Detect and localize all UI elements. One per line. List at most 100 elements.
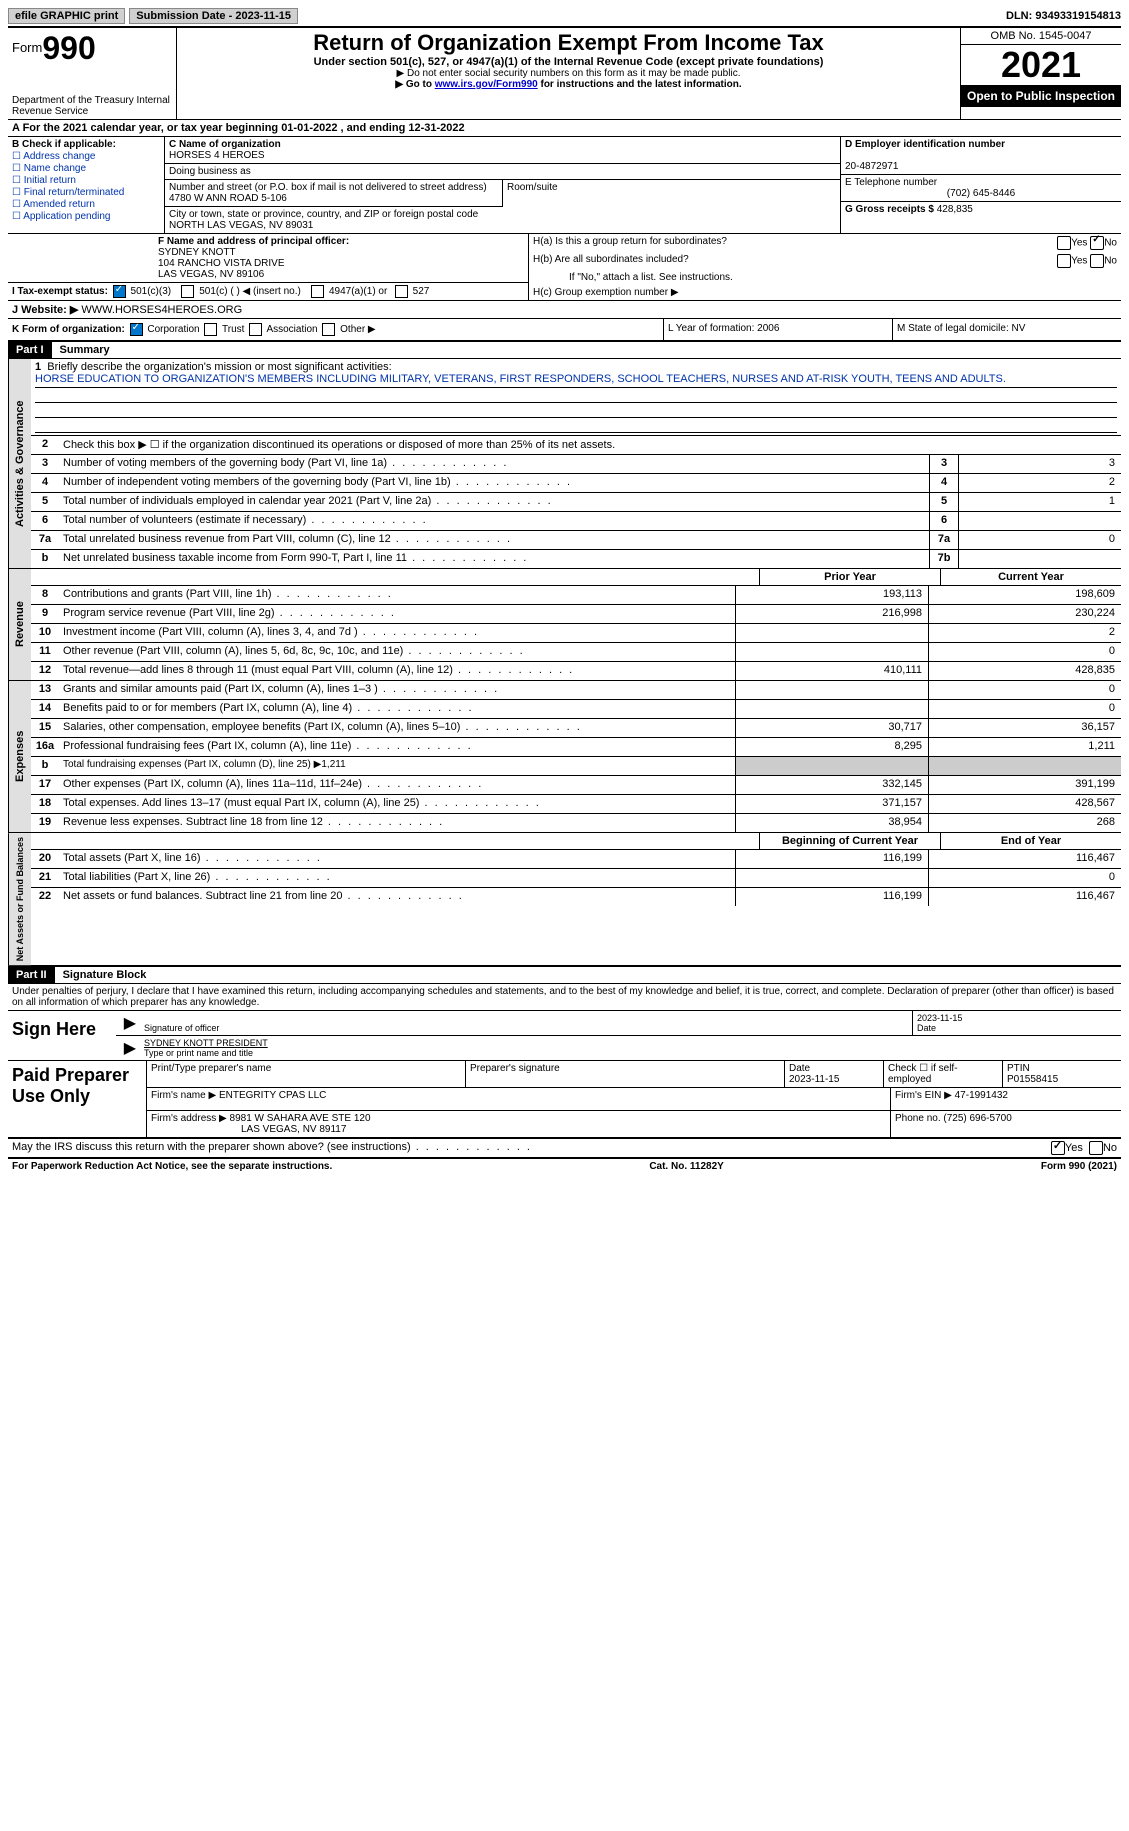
check-address-change[interactable]: ☐ Address change (12, 151, 160, 162)
column-b: B Check if applicable: ☐ Address change … (8, 137, 165, 233)
firm-address: 8981 W SAHARA AVE STE 120 (230, 1113, 371, 1124)
officer-addr1: 104 RANCHO VISTA DRIVE (158, 258, 285, 269)
check-amended[interactable]: ☐ Amended return (12, 199, 160, 210)
vtab-revenue: Revenue (8, 569, 31, 680)
open-inspection: Open to Public Inspection (961, 85, 1121, 107)
column-d: D Employer identification number 20-4872… (840, 137, 1121, 233)
city-cell: City or town, state or province, country… (165, 207, 840, 233)
street-address: 4780 W ANN ROAD 5-106 (169, 193, 287, 204)
column-c: C Name of organization HORSES 4 HEROES D… (165, 137, 840, 233)
telephone-value: (702) 645-8446 (845, 188, 1117, 199)
firm-city: LAS VEGAS, NV 89117 (151, 1124, 346, 1135)
end-year-header: End of Year (940, 833, 1121, 849)
check-initial-return[interactable]: ☐ Initial return (12, 175, 160, 186)
sign-here-label: Sign Here (8, 1011, 116, 1060)
date-label: Date (917, 1023, 936, 1033)
check-corporation[interactable] (130, 323, 143, 336)
beginning-year-header: Beginning of Current Year (759, 833, 940, 849)
line-15: 15 Salaries, other compensation, employe… (31, 719, 1121, 738)
check-4947[interactable] (311, 285, 324, 298)
paid-preparer-row: Paid Preparer Use Only Print/Type prepar… (8, 1060, 1121, 1139)
firm-name: ENTEGRITY CPAS LLC (219, 1090, 326, 1101)
prep-date: 2023-11-15 (789, 1074, 839, 1085)
dba-cell: Doing business as (165, 164, 840, 180)
ha-yesno[interactable]: Yes No (1057, 236, 1117, 250)
ein-value: 20-4872971 (845, 161, 898, 172)
vtab-governance: Activities & Governance (8, 359, 31, 568)
check-other[interactable] (322, 323, 335, 336)
website-row: J Website: ▶ WWW.HORSES4HEROES.ORG (8, 300, 1121, 318)
part-1-badge: Part I (8, 342, 52, 358)
vtab-expenses: Expenses (8, 681, 31, 832)
org-name: HORSES 4 HEROES (169, 150, 265, 161)
treasury-dept: Department of the Treasury Internal Reve… (12, 95, 172, 117)
page-footer: For Paperwork Reduction Act Notice, see … (8, 1159, 1121, 1174)
sig-date: 2023-11-15 (917, 1013, 962, 1023)
check-trust[interactable] (204, 323, 217, 336)
current-year-header: Current Year (940, 569, 1121, 585)
line-1-mission: 1 Briefly describe the organization's mi… (31, 359, 1121, 435)
submission-date: Submission Date - 2023-11-15 (129, 8, 298, 24)
hb-yesno[interactable]: Yes No (1057, 254, 1117, 268)
check-name-change[interactable]: ☐ Name change (12, 163, 160, 174)
part-2-badge: Part II (8, 967, 55, 983)
line-b: b Net unrelated business taxable income … (31, 550, 1121, 568)
ptin-value: P01558415 (1007, 1074, 1058, 1085)
header-left: Form990 Department of the Treasury Inter… (8, 28, 177, 119)
line-5: 5 Total number of individuals employed i… (31, 493, 1121, 512)
check-final-return[interactable]: ☐ Final return/terminated (12, 187, 160, 198)
check-501c3[interactable] (113, 285, 126, 298)
discuss-yesno[interactable]: Yes No (1051, 1141, 1117, 1155)
form-note2: ▶ Go to www.irs.gov/Form990 for instruct… (181, 79, 956, 90)
line-19: 19 Revenue less expenses. Subtract line … (31, 814, 1121, 832)
paid-preparer-label: Paid Preparer Use Only (8, 1061, 147, 1137)
part-1-header: Part I Summary (8, 342, 1121, 359)
form-note1: ▶ Do not enter social security numbers o… (181, 68, 956, 79)
efile-button[interactable]: efile GRAPHIC print (8, 8, 125, 24)
line-9: 9 Program service revenue (Part VIII, li… (31, 605, 1121, 624)
org-name-cell: C Name of organization HORSES 4 HEROES (165, 137, 840, 164)
hc-label: H(c) Group exemption number ▶ (529, 285, 1121, 300)
check-application-pending[interactable]: ☐ Application pending (12, 211, 160, 222)
footer-left: For Paperwork Reduction Act Notice, see … (12, 1161, 332, 1172)
prep-name-label: Print/Type preparer's name (147, 1061, 466, 1087)
line-11: 11 Other revenue (Part VIII, column (A),… (31, 643, 1121, 662)
section-f-h: F Name and address of principal officer:… (8, 233, 1121, 300)
gross-receipts: G Gross receipts $ 428,835 (841, 202, 1121, 217)
sign-here-row: Sign Here ▶ Signature of officer 2023-11… (8, 1010, 1121, 1060)
street-cell: Number and street (or P.O. box if mail i… (165, 180, 502, 207)
identification-box: B Check if applicable: ☐ Address change … (8, 136, 1121, 233)
officer-printed-name: SYDNEY KNOTT PRESIDENT (144, 1038, 268, 1048)
form-number: 990 (42, 30, 95, 66)
check-527[interactable] (395, 285, 408, 298)
box-l: L Year of formation: 2006 (664, 319, 893, 340)
line-21: 21 Total liabilities (Part X, line 26) 0 (31, 869, 1121, 888)
line-14: 14 Benefits paid to or for members (Part… (31, 700, 1121, 719)
line-6: 6 Total number of volunteers (estimate i… (31, 512, 1121, 531)
top-bar: efile GRAPHIC print Submission Date - 20… (8, 8, 1121, 24)
check-association[interactable] (249, 323, 262, 336)
type-name-label: Type or print name and title (144, 1048, 253, 1058)
check-501c[interactable] (181, 285, 194, 298)
omb-number: OMB No. 1545-0047 (961, 28, 1121, 45)
line-17: 17 Other expenses (Part IX, column (A), … (31, 776, 1121, 795)
box-k: K Form of organization: Corporation Trus… (8, 319, 664, 340)
hb-label: H(b) Are all subordinates included? (533, 254, 689, 268)
form-org-row: K Form of organization: Corporation Trus… (8, 318, 1121, 342)
line-7a: 7a Total unrelated business revenue from… (31, 531, 1121, 550)
footer-right: Form 990 (2021) (1041, 1161, 1117, 1172)
dln: DLN: 93493319154813 (1006, 10, 1121, 22)
line-3: 3 Number of voting members of the govern… (31, 455, 1121, 474)
form-word: Form (12, 40, 42, 55)
room-suite: Room/suite (502, 180, 840, 207)
irs-link[interactable]: www.irs.gov/Form990 (435, 79, 538, 90)
firm-ein: 47-1991432 (955, 1090, 1008, 1101)
box-h: H(a) Is this a group return for subordin… (529, 234, 1121, 300)
box-m: M State of legal domicile: NV (893, 319, 1121, 340)
check-self-employed[interactable]: Check ☐ if self-employed (884, 1061, 1003, 1087)
header-right: OMB No. 1545-0047 2021 Open to Public In… (960, 28, 1121, 119)
city-state-zip: NORTH LAS VEGAS, NV 89031 (169, 220, 313, 231)
tax-exempt-status: I Tax-exempt status: 501(c)(3) 501(c) ( … (8, 282, 528, 300)
hb-note: If "No," attach a list. See instructions… (529, 270, 1121, 285)
box-f: F Name and address of principal officer:… (8, 234, 529, 300)
